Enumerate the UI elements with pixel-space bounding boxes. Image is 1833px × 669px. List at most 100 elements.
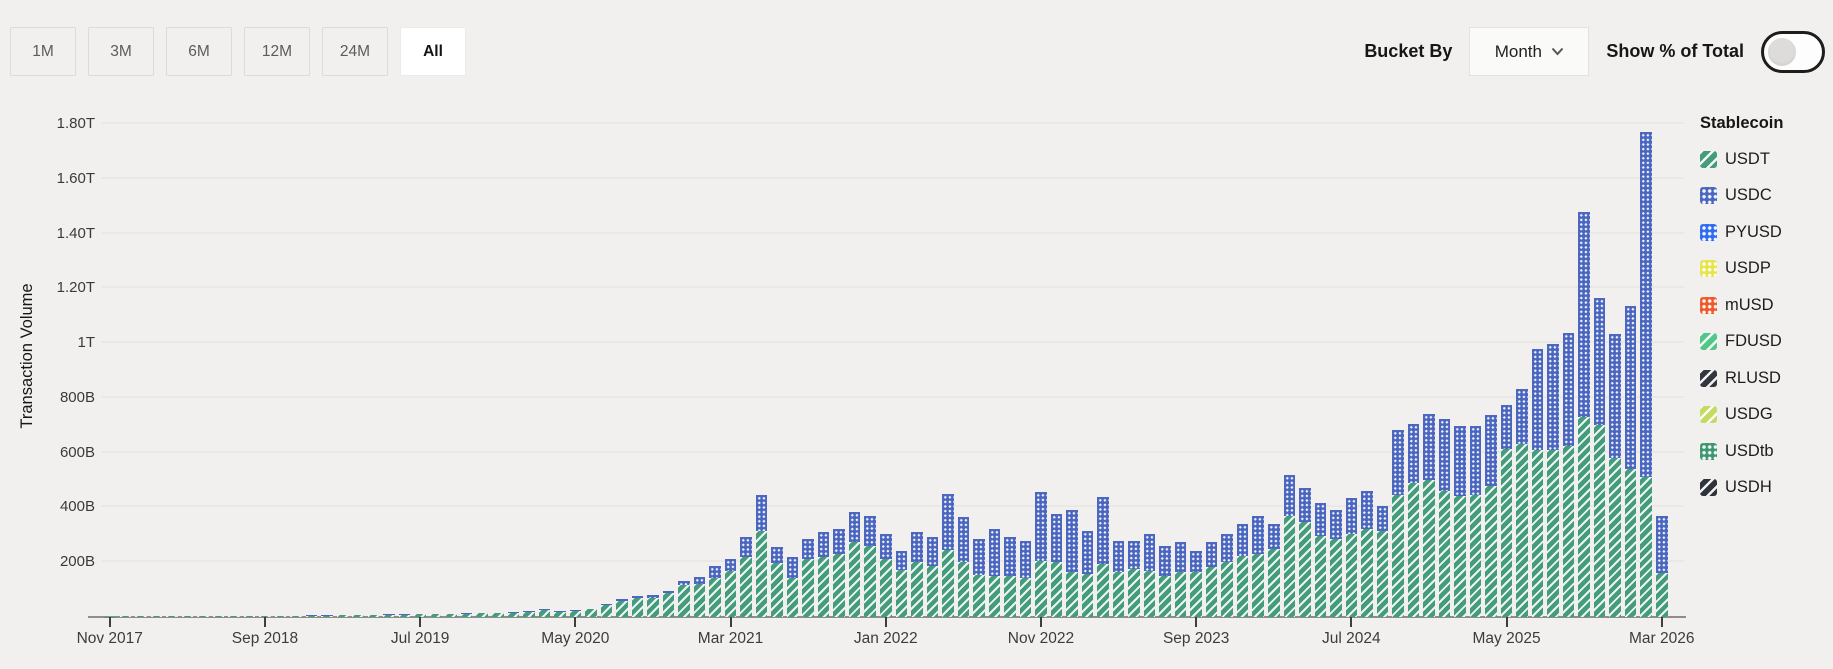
- bar-2024-10[interactable]: [1392, 96, 1404, 617]
- bar-2022-01[interactable]: [880, 96, 892, 617]
- bar-2018-05[interactable]: [197, 96, 209, 617]
- bar-2022-09[interactable]: [1004, 96, 1016, 617]
- bar-2019-04[interactable]: [367, 96, 380, 617]
- bar-2025-09[interactable]: [1562, 96, 1575, 617]
- bar-2019-03[interactable]: [352, 96, 364, 617]
- bar-2021-06[interactable]: [771, 96, 783, 617]
- legend-item-fdusd[interactable]: FDUSD: [1700, 331, 1830, 353]
- bar-2021-02[interactable]: [709, 96, 721, 617]
- bar-2024-08[interactable]: [1361, 96, 1373, 617]
- range-button-1m[interactable]: 1M: [10, 27, 76, 76]
- range-button-6m[interactable]: 6M: [166, 27, 232, 76]
- bar-2022-11[interactable]: [1035, 96, 1047, 617]
- bar-2023-03[interactable]: [1097, 96, 1109, 617]
- bar-2023-09[interactable]: [1190, 96, 1202, 617]
- bar-2025-10[interactable]: [1578, 96, 1590, 617]
- bar-2018-01[interactable]: [135, 96, 147, 617]
- bar-2024-06[interactable]: [1330, 96, 1342, 617]
- bar-2020-03[interactable]: [538, 96, 551, 617]
- bar-2024-05[interactable]: [1314, 96, 1327, 617]
- bar-2021-10[interactable]: [833, 96, 845, 617]
- bar-2018-08[interactable]: [243, 96, 256, 617]
- bar-2025-05[interactable]: [1500, 96, 1513, 617]
- bar-2025-03[interactable]: [1469, 96, 1482, 617]
- bar-2021-01[interactable]: [693, 96, 706, 617]
- bar-2019-06[interactable]: [398, 96, 411, 617]
- legend-item-musd[interactable]: mUSD: [1700, 294, 1830, 316]
- legend-item-pyusd[interactable]: PYUSD: [1700, 221, 1830, 243]
- bar-2023-02[interactable]: [1081, 96, 1094, 617]
- bar-2019-08[interactable]: [429, 96, 442, 617]
- bar-2019-01[interactable]: [321, 96, 333, 617]
- bar-2024-02[interactable]: [1268, 96, 1280, 617]
- bar-2025-04[interactable]: [1485, 96, 1497, 617]
- bar-2023-11[interactable]: [1221, 96, 1233, 617]
- bucket-by-select[interactable]: Month: [1469, 27, 1590, 76]
- bar-2019-05[interactable]: [383, 96, 395, 617]
- bar-2024-01[interactable]: [1252, 96, 1264, 617]
- bar-2025-02[interactable]: [1454, 96, 1466, 617]
- bar-2018-03[interactable]: [166, 96, 178, 617]
- bar-2026-03[interactable]: [1656, 96, 1668, 617]
- bar-2020-10[interactable]: [647, 96, 659, 617]
- bar-2021-09[interactable]: [817, 96, 830, 617]
- range-button-12m[interactable]: 12M: [244, 27, 310, 76]
- bar-2024-04[interactable]: [1299, 96, 1311, 617]
- bar-2018-10[interactable]: [274, 96, 287, 617]
- bar-2024-11[interactable]: [1407, 96, 1420, 617]
- bar-2026-01[interactable]: [1624, 96, 1637, 617]
- bar-2018-07[interactable]: [228, 96, 240, 617]
- range-button-3m[interactable]: 3M: [88, 27, 154, 76]
- bar-2020-07[interactable]: [600, 96, 613, 617]
- bar-2022-08[interactable]: [988, 96, 1001, 617]
- bar-2018-06[interactable]: [212, 96, 225, 617]
- legend-item-usdc[interactable]: USDC: [1700, 185, 1830, 207]
- bar-2025-06[interactable]: [1516, 96, 1528, 617]
- bar-2019-02[interactable]: [336, 96, 349, 617]
- bar-2021-03[interactable]: [724, 96, 737, 617]
- bar-2021-04[interactable]: [740, 96, 752, 617]
- bar-2018-02[interactable]: [150, 96, 163, 617]
- range-button-all[interactable]: All: [400, 27, 466, 76]
- bar-2025-08[interactable]: [1547, 96, 1559, 617]
- bar-2024-07[interactable]: [1345, 96, 1358, 617]
- bar-2023-04[interactable]: [1112, 96, 1125, 617]
- bar-2025-01[interactable]: [1438, 96, 1451, 617]
- bar-2023-10[interactable]: [1205, 96, 1218, 617]
- bar-2019-07[interactable]: [414, 96, 426, 617]
- bar-2020-02[interactable]: [523, 96, 535, 617]
- bar-2020-06[interactable]: [585, 96, 597, 617]
- bar-2025-07[interactable]: [1531, 96, 1544, 617]
- bar-2020-11[interactable]: [662, 96, 675, 617]
- legend-item-usdt[interactable]: USDT: [1700, 148, 1830, 170]
- bar-2021-11[interactable]: [848, 96, 861, 617]
- bar-2018-11[interactable]: [290, 96, 302, 617]
- legend-item-usdh[interactable]: USDH: [1700, 477, 1830, 499]
- bar-2022-04[interactable]: [926, 96, 939, 617]
- bar-2020-05[interactable]: [569, 96, 582, 617]
- bar-2023-01[interactable]: [1066, 96, 1078, 617]
- bar-2021-08[interactable]: [802, 96, 814, 617]
- bar-2022-12[interactable]: [1050, 96, 1063, 617]
- legend-item-usdtb[interactable]: USDtb: [1700, 440, 1830, 462]
- bar-2019-12[interactable]: [492, 96, 504, 617]
- legend-item-usdg[interactable]: USDG: [1700, 404, 1830, 426]
- bar-2021-12[interactable]: [864, 96, 876, 617]
- bar-2023-07[interactable]: [1159, 96, 1171, 617]
- bar-2022-02[interactable]: [895, 96, 908, 617]
- bar-2022-07[interactable]: [973, 96, 985, 617]
- bar-2022-03[interactable]: [911, 96, 923, 617]
- bar-2022-10[interactable]: [1019, 96, 1032, 617]
- bar-2025-12[interactable]: [1609, 96, 1621, 617]
- bar-2020-01[interactable]: [507, 96, 520, 617]
- bar-2024-03[interactable]: [1283, 96, 1296, 617]
- bar-2021-05[interactable]: [755, 96, 768, 617]
- bar-2023-05[interactable]: [1128, 96, 1140, 617]
- bar-2026-02[interactable]: [1640, 96, 1652, 617]
- bar-2021-07[interactable]: [786, 96, 799, 617]
- bar-2020-08[interactable]: [616, 96, 628, 617]
- bar-2018-09[interactable]: [259, 96, 271, 617]
- bar-2020-12[interactable]: [678, 96, 690, 617]
- bar-2024-12[interactable]: [1423, 96, 1435, 617]
- bar-2018-04[interactable]: [181, 96, 194, 617]
